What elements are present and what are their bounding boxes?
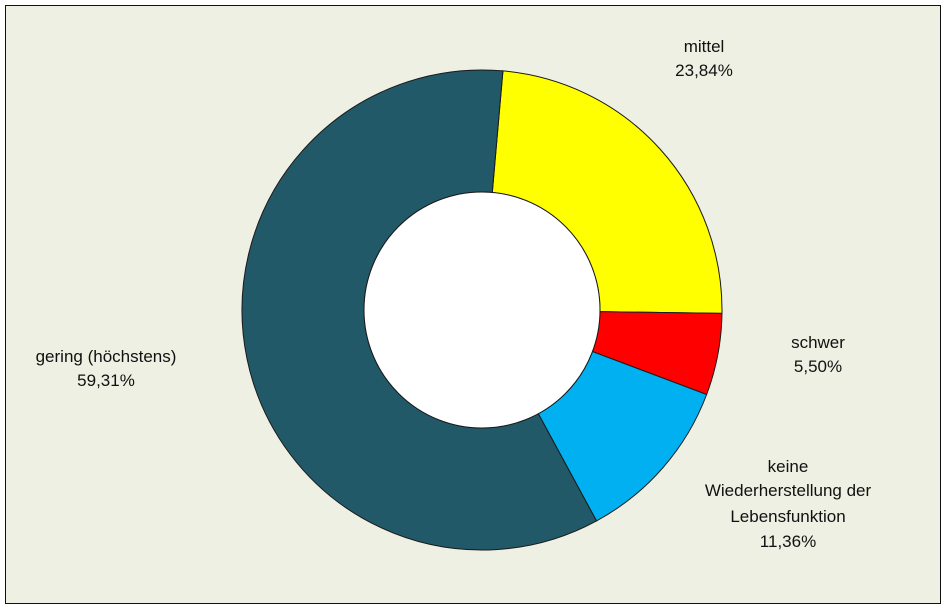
label-keine-value: 11,36% [760, 532, 816, 551]
label-mittel-name: mittel [684, 37, 725, 56]
donut-hole [363, 191, 601, 429]
label-schwer-name: schwer [791, 333, 845, 352]
label-keine-line3: Lebensfunktion [730, 507, 845, 526]
label-keine-line1: keine [768, 457, 809, 476]
label-keine-line2: Wiederherstellung der [705, 481, 872, 500]
label-schwer-value: 5,50% [794, 357, 842, 376]
label-gering-name: gering (höchstens) [36, 347, 177, 366]
label-mittel-value: 23,84% [675, 61, 733, 80]
label-gering-value: 59,31% [77, 371, 135, 390]
